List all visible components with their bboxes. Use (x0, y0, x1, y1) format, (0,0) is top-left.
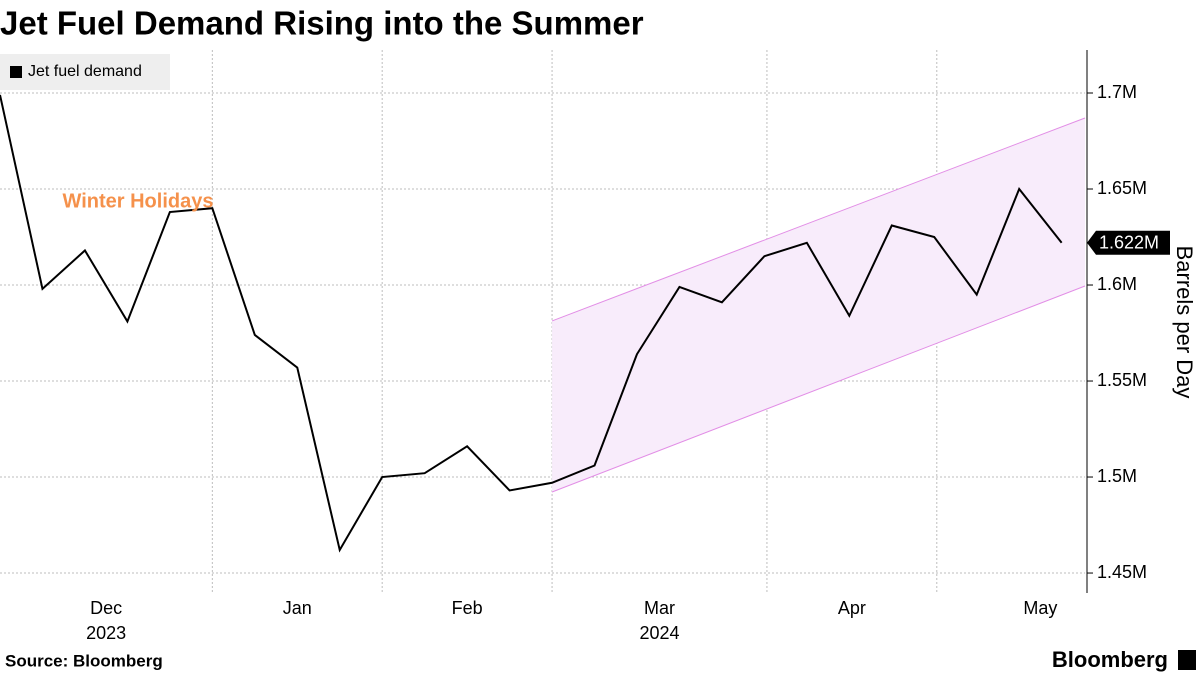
y-tick-label: 1.5M (1097, 466, 1137, 486)
legend-swatch (10, 66, 22, 78)
legend-box (0, 54, 170, 90)
x-tick-label: Apr (838, 598, 866, 618)
y-tick-label: 1.65M (1097, 178, 1147, 198)
channel-upper (551, 117, 1086, 322)
y-tick-label: 1.6M (1097, 274, 1137, 294)
x-year-label: 2024 (639, 623, 679, 643)
y-tick-label: 1.7M (1097, 82, 1137, 102)
last-value-box (1087, 230, 1170, 255)
x-tick-label: Feb (452, 598, 483, 618)
x-tick-label: Dec (90, 598, 122, 618)
last-value-label: 1.622M (1099, 233, 1159, 253)
annotation: Winter Holidays (63, 191, 214, 213)
y-tick-label: 1.55M (1097, 370, 1147, 390)
chart-title: Jet Fuel Demand Rising into the Summer (0, 5, 644, 42)
brand-icon (1178, 650, 1196, 670)
line-series (0, 94, 1063, 553)
legend-label: Jet fuel demand (28, 63, 142, 80)
source: Source: Bloomberg (5, 651, 163, 670)
y-axis-label: Barrels per Day (1172, 246, 1197, 399)
x-tick-label: May (1023, 598, 1057, 618)
channel-band (552, 117, 1085, 493)
brand: Bloomberg (1052, 647, 1168, 672)
x-tick-label: Jan (283, 598, 312, 618)
x-year-label: 2023 (86, 623, 126, 643)
channel-lower (551, 285, 1086, 493)
y-tick-label: 1.45M (1097, 562, 1147, 582)
x-tick-label: Mar (644, 598, 675, 618)
